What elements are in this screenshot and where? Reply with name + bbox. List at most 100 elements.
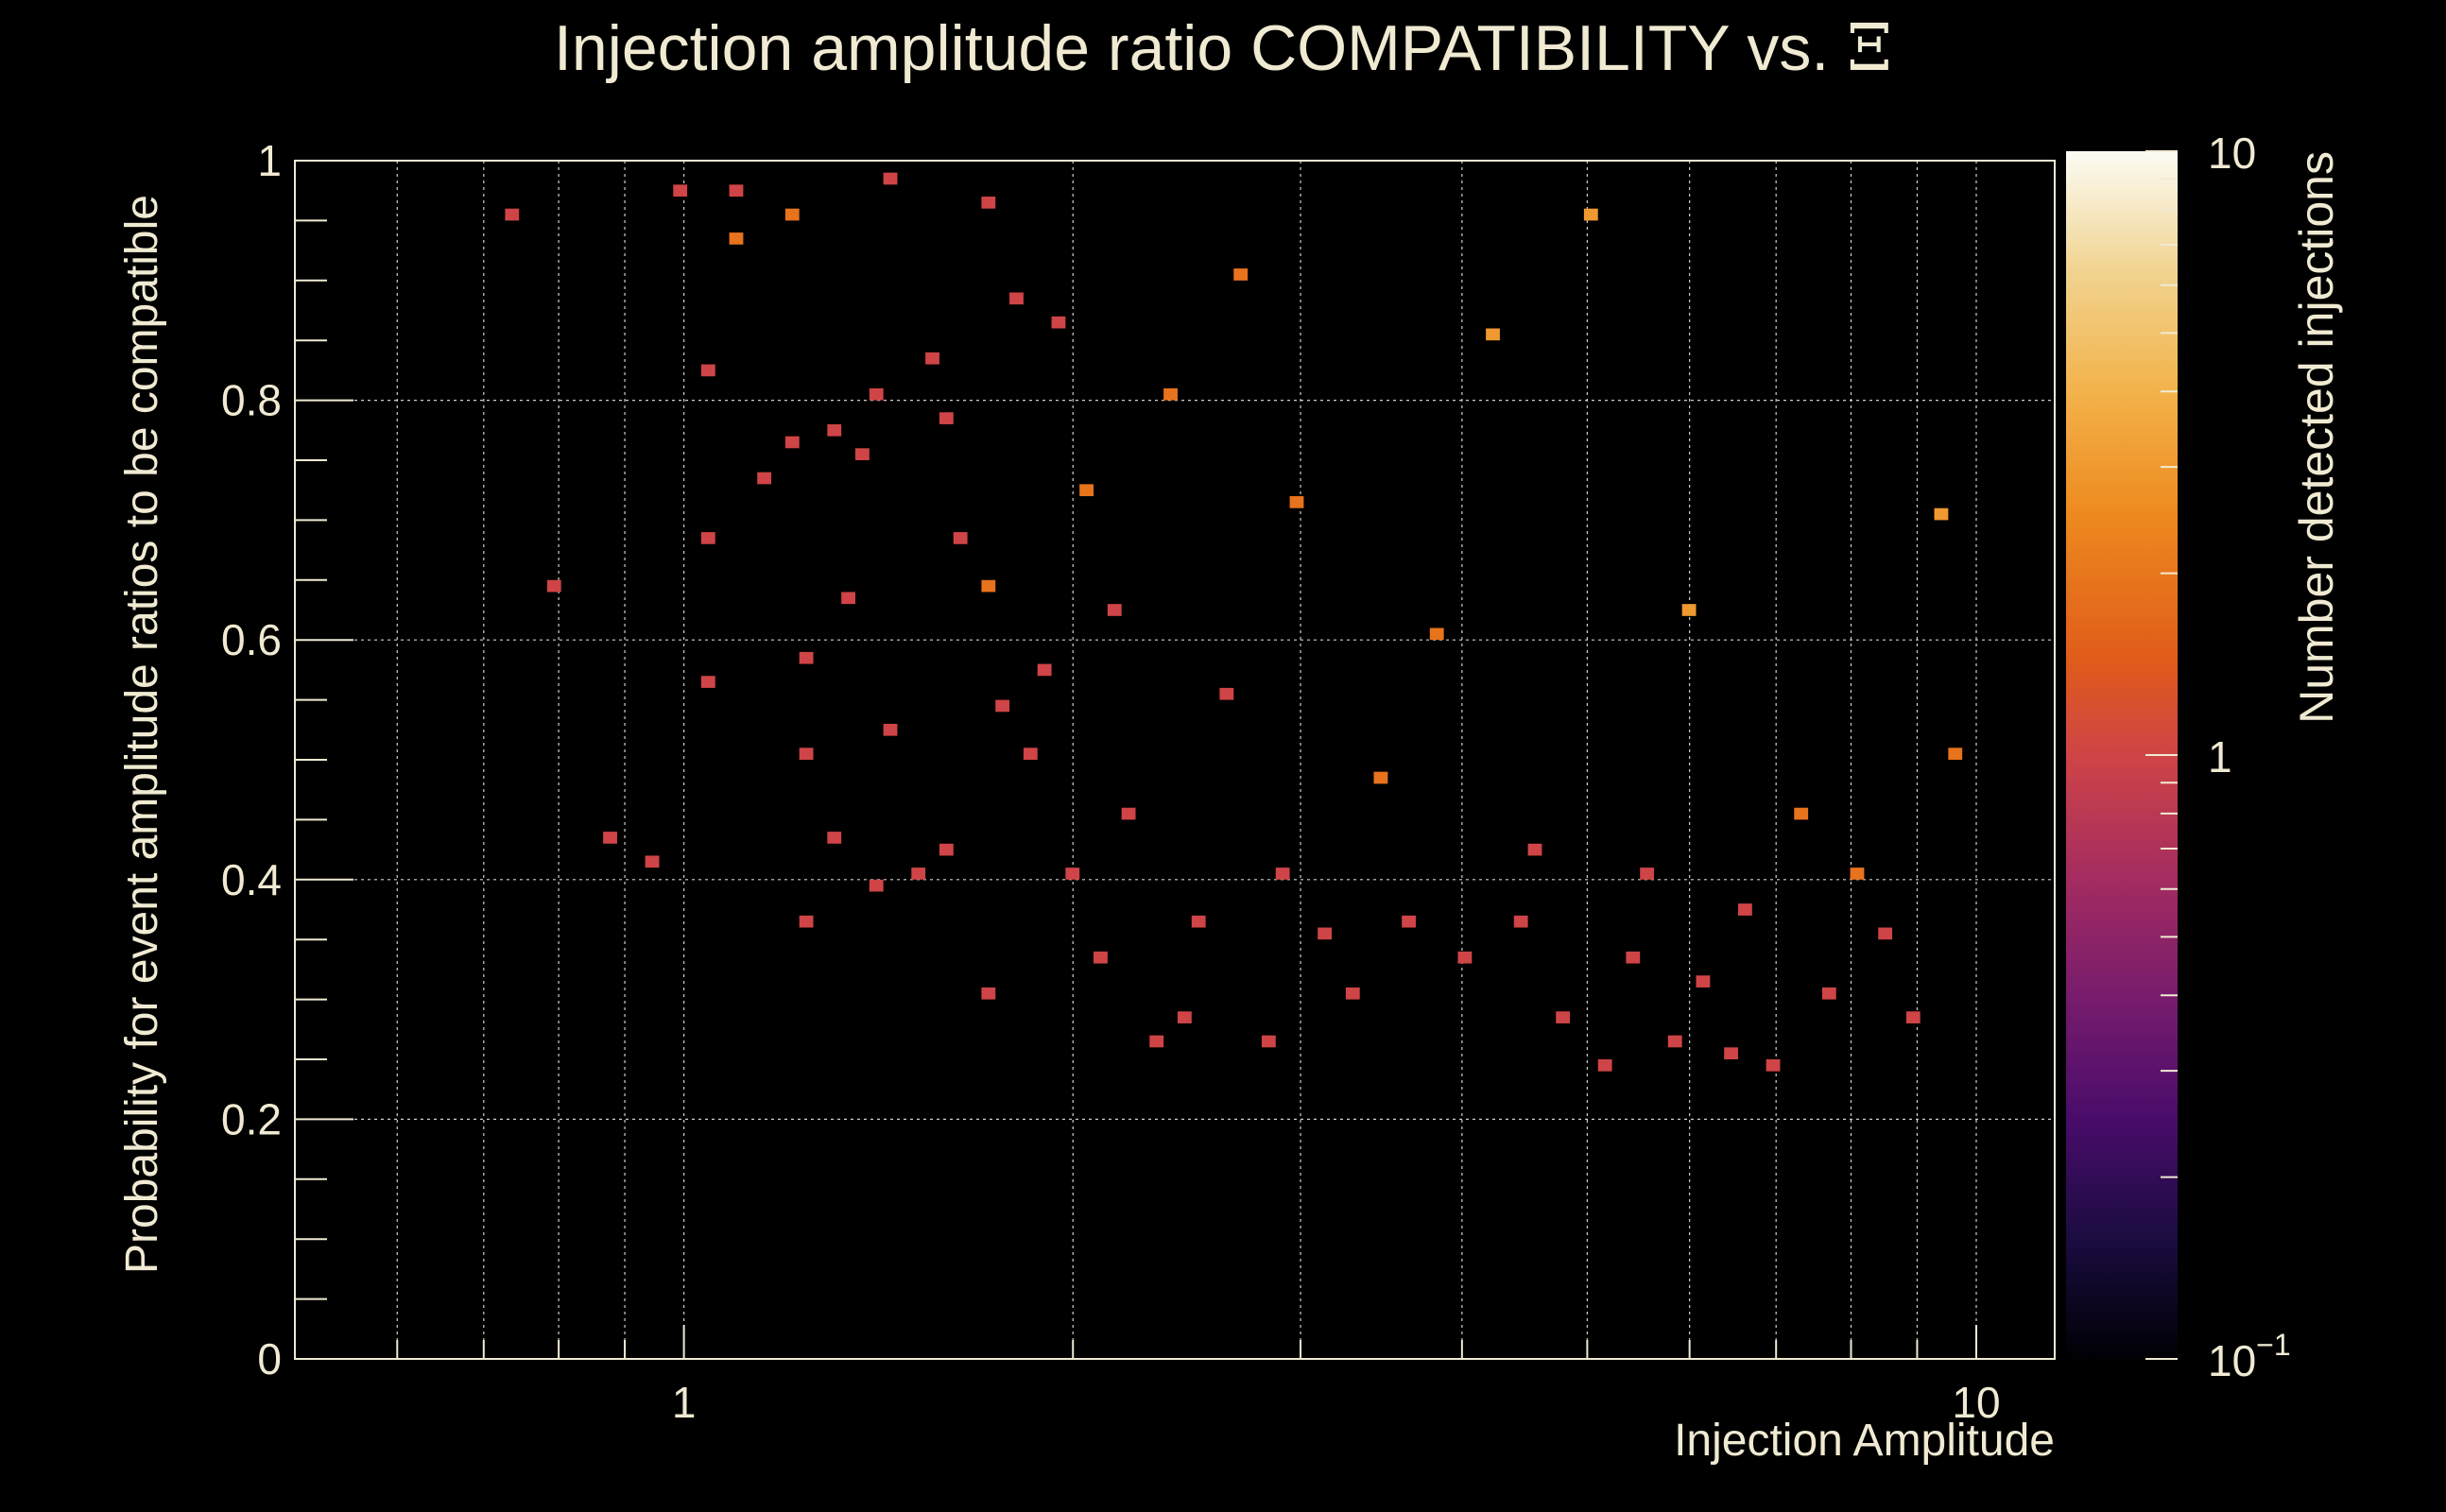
heatmap-cell	[1219, 687, 1234, 700]
heatmap-cell	[1233, 268, 1249, 281]
heatmap-cell	[1009, 292, 1024, 305]
x-tick-label: 10	[1952, 1378, 2000, 1427]
heatmap-cell	[700, 364, 715, 377]
chart-title-text: Injection amplitude ratio COMPATIBILITY …	[554, 12, 1847, 84]
heatmap-cell	[1948, 747, 1963, 760]
heatmap-cell	[1597, 1059, 1612, 1072]
y-tick-label: 1	[257, 136, 282, 185]
heatmap-cell	[1905, 1011, 1921, 1023]
heatmap-cell	[1051, 316, 1066, 329]
heatmap-cell	[1289, 496, 1304, 508]
heatmap-cell	[784, 208, 800, 221]
heatmap-cell	[939, 843, 954, 856]
heatmap-cell	[1626, 951, 1641, 964]
heatmap-cell	[1191, 915, 1206, 928]
chart-title: Injection amplitude ratio COMPATIBILITY …	[554, 11, 1892, 86]
heatmap-cell	[1107, 604, 1122, 616]
colorbar-tick-label: 10−1	[2208, 1328, 2291, 1385]
heatmap-cell	[953, 532, 968, 544]
heatmap-cell	[1121, 807, 1136, 820]
heatmap-cell	[869, 387, 884, 401]
x-tick-label: 1	[672, 1378, 697, 1427]
heatmap-cell	[700, 532, 715, 544]
heatmap-cell	[981, 197, 996, 209]
heatmap-cell	[1766, 1059, 1781, 1072]
heatmap-cell	[1934, 507, 1949, 521]
heatmap-cell	[1850, 868, 1865, 880]
heatmap-cell	[1373, 771, 1388, 784]
heatmap-cell	[1794, 807, 1809, 820]
heatmap-cell	[757, 472, 772, 485]
y-axis-ticks: 0 0.2 0.4 0.6 0.8 1	[221, 136, 353, 1383]
heatmap-cell	[1149, 1035, 1164, 1048]
heatmap-cell	[827, 423, 842, 437]
heatmap-cell	[546, 579, 561, 593]
x-axis-ticks: 1 10	[396, 1325, 2001, 1427]
heatmap-cell	[925, 352, 939, 365]
heatmap-cell	[981, 579, 996, 593]
y-tick-label: 0.6	[221, 615, 282, 664]
heatmap-cell	[799, 915, 814, 928]
heatmap-cell	[1486, 328, 1500, 341]
colorbar-label: Number detected injections	[2290, 151, 2343, 724]
heatmap-cell	[1527, 843, 1542, 856]
heatmap-cell	[729, 184, 744, 198]
heatmap-cell	[883, 723, 898, 736]
heatmap-cell	[869, 879, 884, 892]
heatmap-cell	[1640, 868, 1655, 880]
heatmap-cell	[1583, 208, 1598, 221]
heatmap-cell	[729, 232, 744, 245]
heatmap-cell	[799, 747, 814, 760]
heatmap-cell	[911, 868, 926, 880]
heatmap-cell	[1163, 387, 1178, 401]
y-tick-label: 0.4	[221, 855, 282, 904]
heatmap-cell	[1513, 915, 1528, 928]
chart-title-symbol: Ξ	[1847, 11, 1892, 86]
heatmap-cell	[1667, 1035, 1682, 1048]
heatmap-cell	[1079, 484, 1094, 497]
heatmap-cell	[1275, 868, 1290, 880]
heatmap-cell	[799, 651, 814, 664]
heatmap-cell	[827, 832, 842, 844]
heatmap-cell	[981, 987, 996, 1000]
heatmap-cell	[673, 184, 688, 198]
heatmap-cell	[841, 592, 856, 605]
heatmap-cell	[1318, 927, 1333, 940]
heatmap-cell	[505, 208, 520, 221]
heatmap-cell	[1737, 903, 1752, 916]
heatmap-cell	[645, 855, 660, 868]
heatmap-cell	[1402, 915, 1417, 928]
heatmap-cell	[1023, 747, 1038, 760]
x-axis-label: Injection Amplitude	[1674, 1416, 2055, 1466]
heatmap-cell	[883, 172, 898, 185]
heatmap-cell	[939, 412, 954, 424]
heatmap-cell	[1037, 663, 1052, 677]
heatmap-cell	[1261, 1035, 1276, 1048]
heatmap-cell	[784, 436, 800, 449]
heatmap-cell	[1556, 1011, 1571, 1023]
heatmap-cell	[1696, 975, 1711, 988]
heatmap-cell	[700, 676, 715, 688]
heatmap-cell	[1681, 604, 1697, 616]
heatmap-cell	[1065, 868, 1080, 880]
heatmap-cell	[603, 832, 617, 844]
colorbar-tick-label: 10	[2208, 129, 2256, 178]
heatmap-cells	[505, 172, 1963, 1072]
heatmap-cell	[995, 699, 1010, 713]
grid-lines	[295, 160, 2055, 1360]
heatmap-cell	[855, 448, 870, 460]
heatmap-cell	[1878, 927, 1893, 940]
y-tick-label: 0.2	[221, 1094, 282, 1143]
heatmap-cell	[1094, 951, 1108, 964]
y-axis-label: Probability for event amplitude ratios t…	[117, 195, 167, 1274]
y-tick-label: 0.8	[221, 376, 282, 425]
heatmap-cell	[1345, 987, 1360, 1000]
heatmap-cell	[1821, 987, 1836, 1000]
heatmap-cell	[1724, 1047, 1738, 1059]
y-tick-label: 0	[257, 1334, 282, 1383]
colorbar-tick-label: 1	[2208, 732, 2232, 782]
heatmap-cell	[1457, 951, 1473, 964]
heatmap-cell	[1177, 1011, 1192, 1023]
heatmap-cell	[1429, 627, 1444, 641]
